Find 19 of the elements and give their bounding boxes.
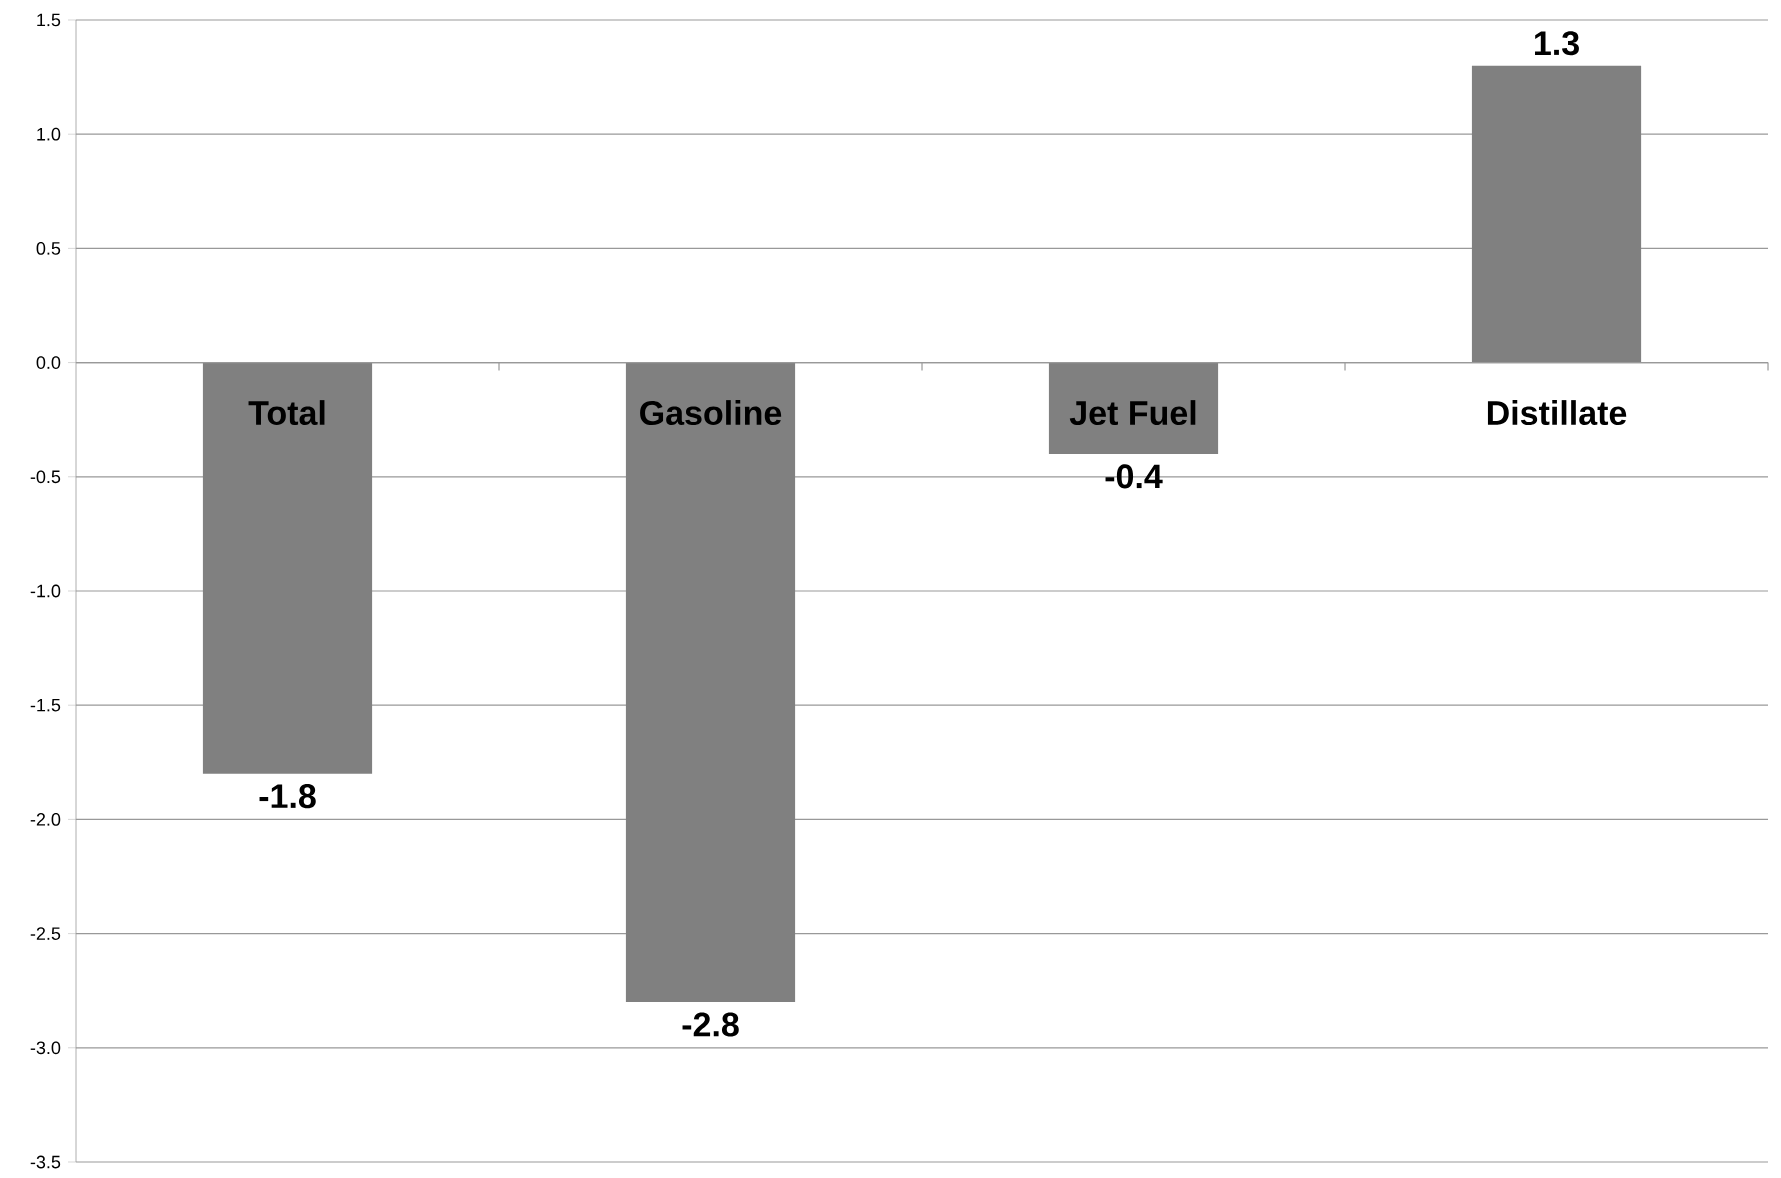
x-tick-label: Distillate bbox=[1487, 400, 1627, 426]
y-tick-label: -1.5 bbox=[30, 698, 61, 712]
y-tick-label: -2.5 bbox=[30, 927, 61, 940]
y-tick-label: -0.5 bbox=[30, 470, 61, 484]
y-tick-label: -3.0 bbox=[30, 1041, 61, 1055]
x-tick-label: Total bbox=[248, 400, 325, 426]
y-tick-label: 0.5 bbox=[36, 242, 61, 255]
data-label: -2.8 bbox=[682, 1012, 739, 1037]
data-label: -0.4 bbox=[1105, 464, 1163, 489]
y-tick-label: 1.0 bbox=[37, 127, 61, 141]
y-tick-label: -1.0 bbox=[30, 584, 61, 598]
y-tick-label: -3.5 bbox=[30, 1155, 61, 1169]
y-tick-label: 0.0 bbox=[36, 356, 61, 369]
y-tick-label: -2.0 bbox=[30, 813, 61, 826]
data-label: -1.8 bbox=[259, 784, 316, 809]
data-label: 1.3 bbox=[1535, 31, 1579, 56]
x-tick-label: Jet Fuel bbox=[1069, 400, 1196, 426]
y-tick-label: 1.5 bbox=[37, 13, 61, 27]
x-tick-label: Gasoline bbox=[640, 400, 782, 426]
